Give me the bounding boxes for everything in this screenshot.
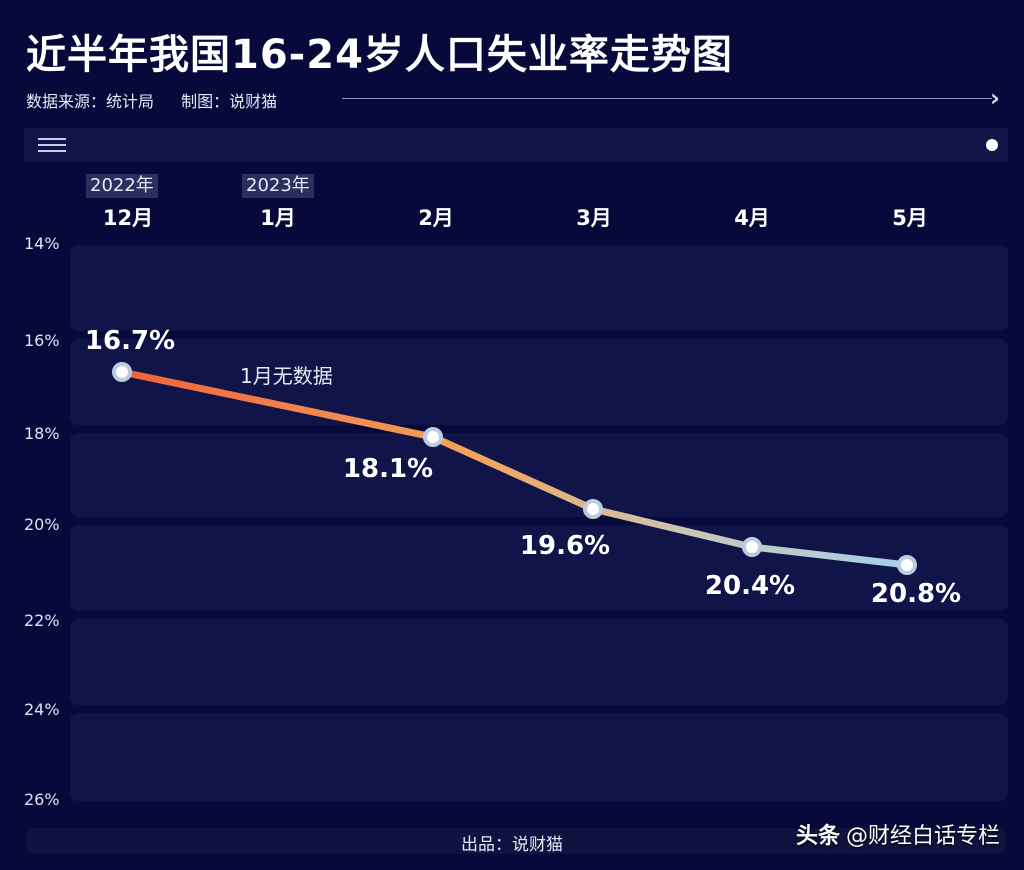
y-tick: 16% — [24, 331, 60, 350]
x-tick-may: 5月 — [892, 206, 928, 230]
watermark: 头条 @财经白话专栏 — [796, 818, 1000, 850]
data-label: 19.6% — [519, 531, 611, 561]
missing-data-note: 1月无数据 — [240, 364, 333, 388]
grid-band — [70, 525, 1008, 611]
year-tag-2023: 2023年 — [242, 174, 314, 198]
data-point — [897, 555, 917, 575]
y-tick: 22% — [24, 611, 60, 630]
y-tick: 18% — [24, 424, 60, 443]
data-point — [423, 427, 443, 447]
watermark-account: @财经白话专栏 — [845, 824, 1000, 849]
x-tick-apr: 4月 — [734, 206, 770, 230]
data-label: 18.1% — [342, 454, 434, 484]
year-tag-2022: 2022年 — [86, 174, 158, 198]
data-label: 16.7% — [84, 326, 176, 356]
footer-credit: 出品：说财猫 — [461, 835, 563, 855]
y-tick: 26% — [24, 790, 60, 809]
x-tick-feb: 2月 — [418, 206, 454, 230]
data-point — [583, 499, 603, 519]
y-tick: 14% — [24, 234, 60, 253]
x-tick-mar: 3月 — [576, 206, 612, 230]
watermark-brand: 头条 — [795, 824, 840, 849]
data-label: 20.4% — [704, 571, 796, 601]
grid-band — [70, 245, 1008, 331]
chart-toolbar — [24, 128, 1008, 162]
grid-band — [70, 339, 1008, 425]
grid-band — [70, 433, 1008, 517]
dot-icon[interactable] — [986, 139, 998, 151]
data-label: 20.8% — [870, 579, 962, 609]
y-tick: 24% — [24, 700, 60, 719]
page-title: 近半年我国16-24岁人口失业率走势图 — [26, 32, 733, 78]
grid-band — [70, 713, 1008, 801]
x-tick-jan: 1月 — [260, 206, 296, 230]
data-source: 数据来源：统计局 — [26, 92, 155, 111]
menu-icon[interactable] — [38, 138, 66, 152]
subtitle: 数据来源：统计局 制图：说财猫 — [26, 88, 299, 112]
data-point — [742, 537, 762, 557]
grid-band — [70, 619, 1008, 705]
made-by: 制图：说财猫 — [181, 92, 278, 111]
footer-bar — [26, 828, 1006, 854]
y-tick: 20% — [24, 515, 60, 534]
subtitle-divider — [342, 98, 992, 99]
data-point — [112, 362, 132, 382]
x-tick-dec: 12月 — [102, 206, 154, 230]
chevron-right-icon: › — [990, 84, 1000, 112]
